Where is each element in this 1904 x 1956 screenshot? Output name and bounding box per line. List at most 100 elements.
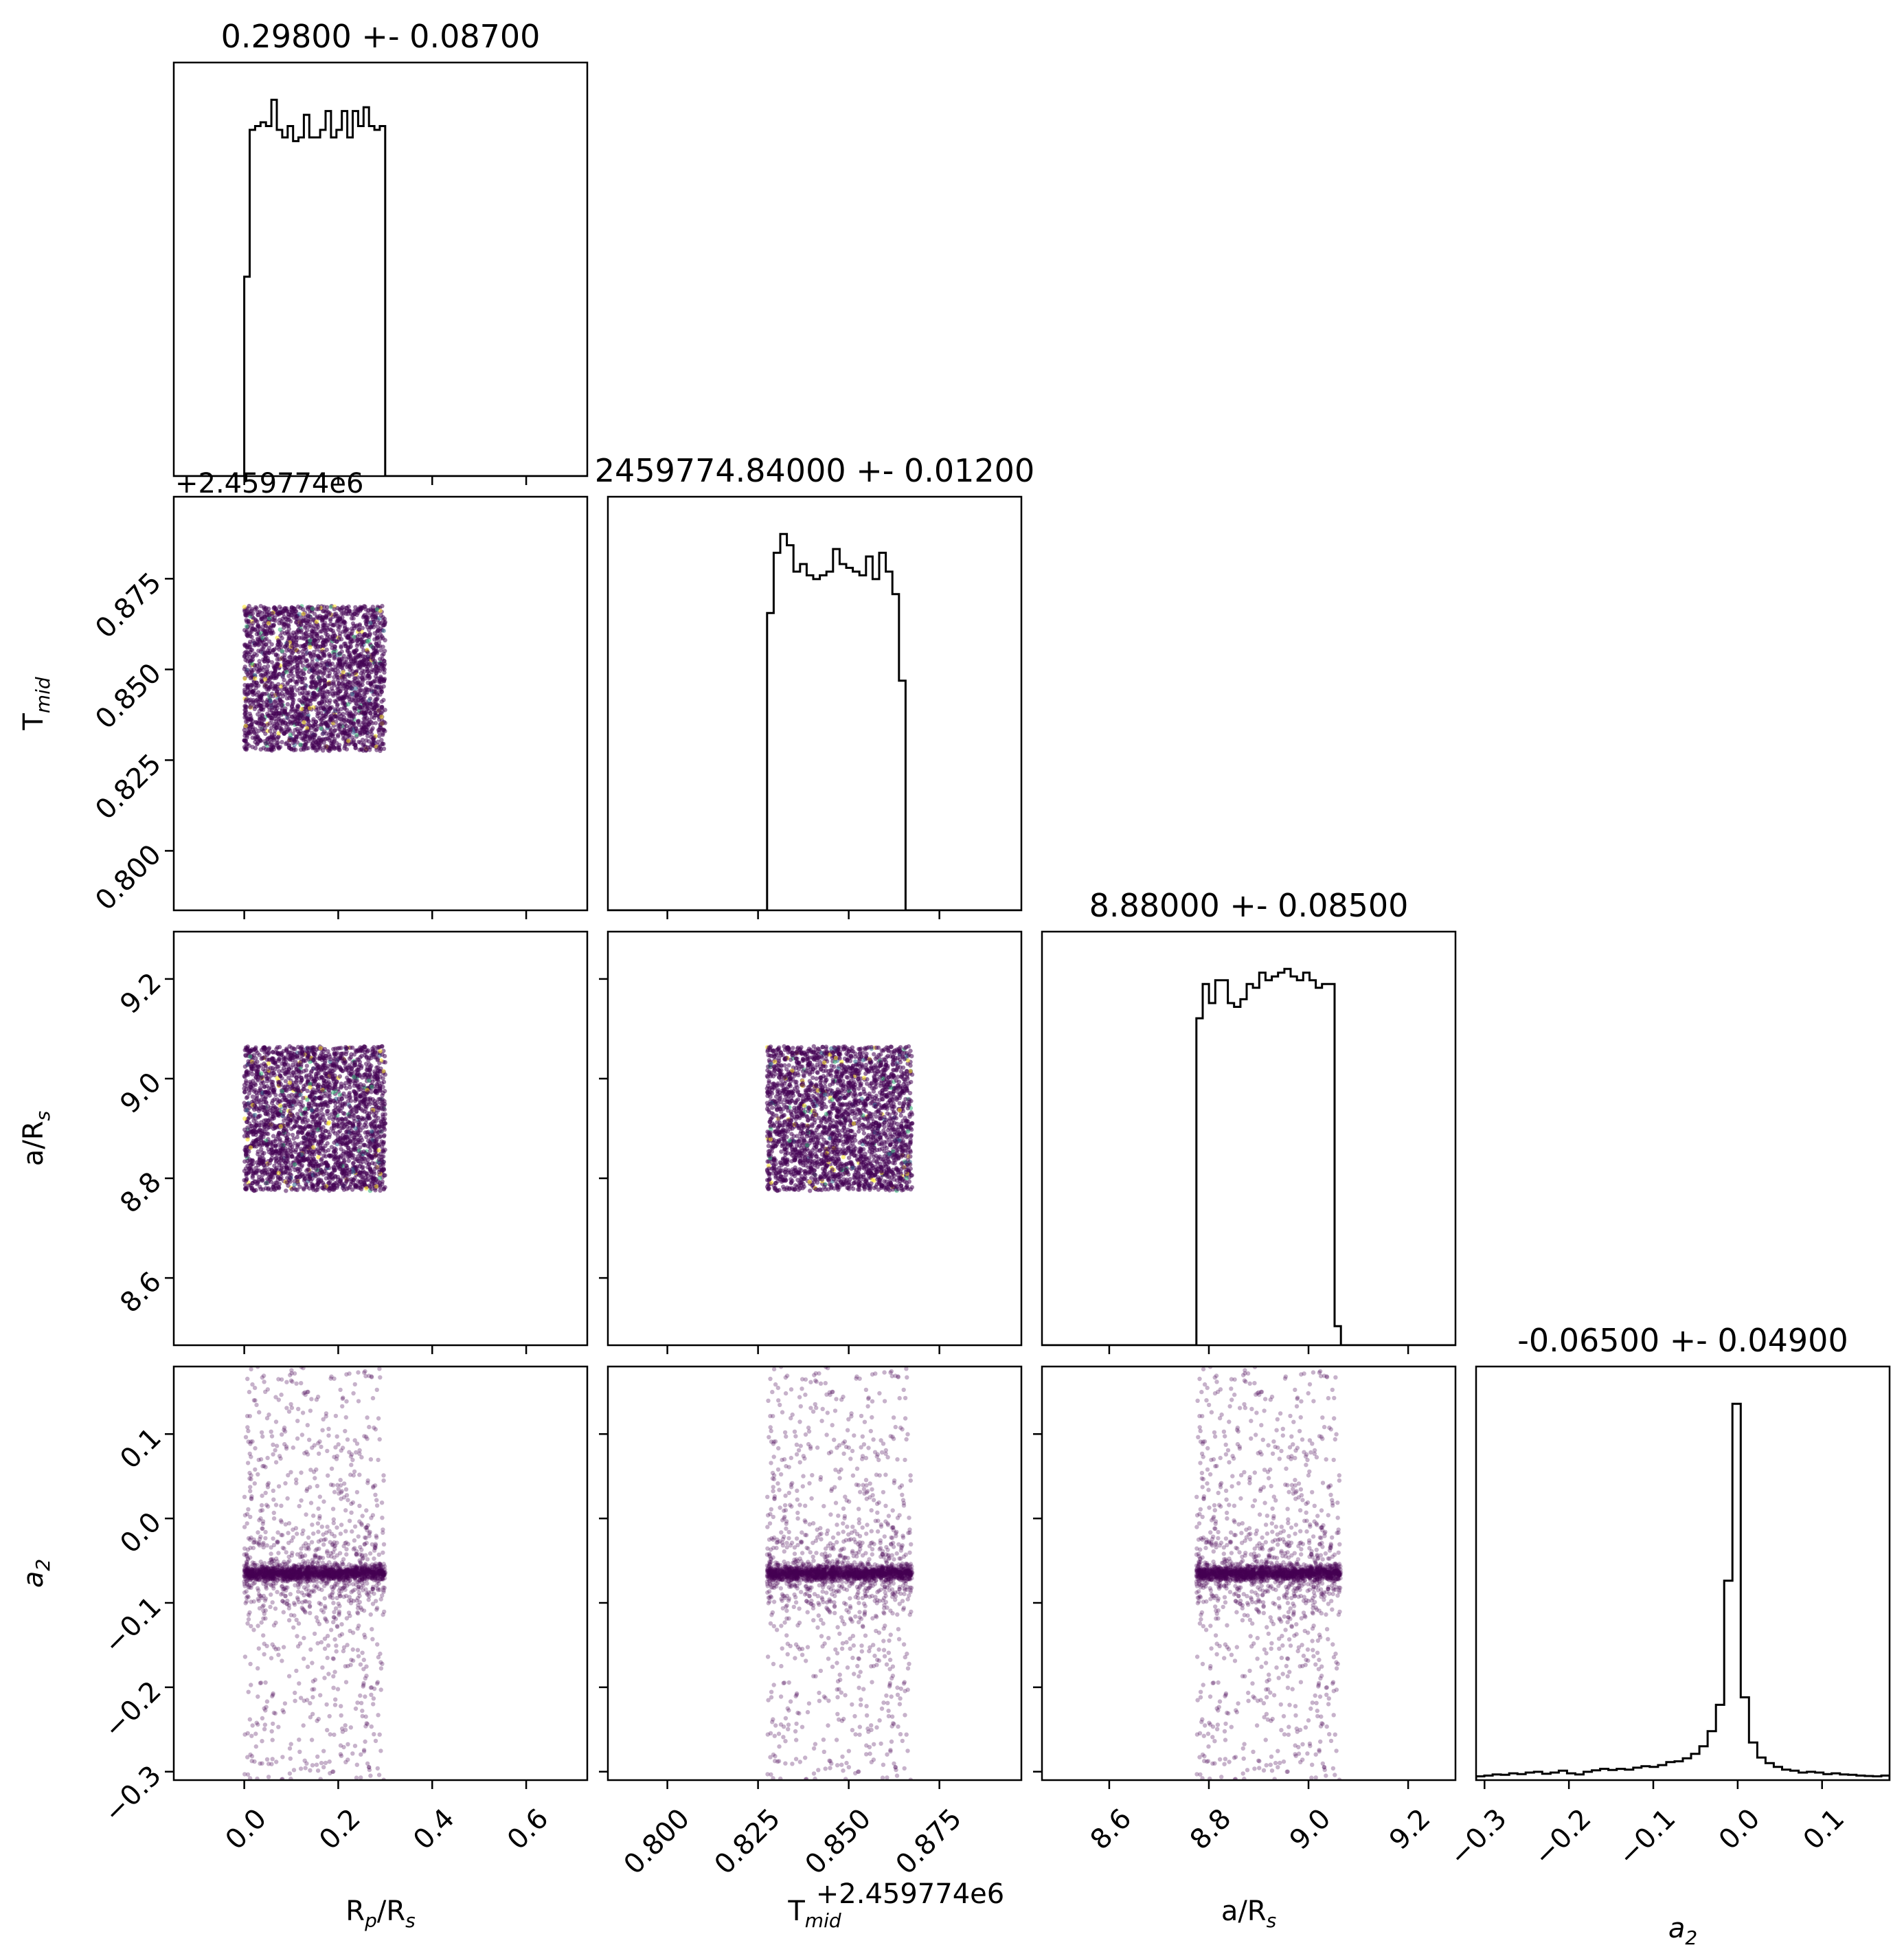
scatter-point	[245, 659, 250, 664]
scatter-point	[346, 739, 351, 743]
scatter-point	[332, 607, 337, 611]
scatter-point	[332, 675, 337, 679]
scatter-point	[343, 687, 349, 692]
scatter-point	[296, 649, 301, 655]
scatter-point	[375, 1065, 381, 1070]
scatter-point	[276, 700, 281, 706]
scatter-point	[328, 1057, 333, 1062]
scatter-point	[381, 1134, 387, 1139]
scatter-point	[330, 614, 336, 619]
scatter-point	[351, 1089, 356, 1094]
scatter-point	[248, 633, 253, 638]
scatter-point	[372, 620, 376, 625]
scatter-point	[247, 731, 253, 736]
scatter-point	[380, 603, 385, 609]
scatter-point	[322, 1094, 327, 1099]
scatter-point	[361, 692, 366, 697]
scatter-point	[267, 1046, 271, 1052]
scatter-point	[377, 734, 382, 739]
scatter-point	[267, 721, 272, 726]
scatter-point	[351, 1079, 356, 1083]
scatter-point	[269, 743, 274, 748]
scatter-point	[301, 607, 306, 612]
scatter-point	[263, 1064, 268, 1068]
scatter-point	[303, 1176, 308, 1182]
scatter-point	[268, 699, 273, 704]
scatter-point	[368, 1169, 373, 1174]
scatter-point	[339, 675, 345, 679]
scatter-point	[308, 1124, 313, 1129]
scatter-point	[380, 1107, 385, 1112]
scatter-point	[355, 664, 361, 668]
scatter-point	[273, 684, 277, 688]
scatter-point	[369, 707, 374, 712]
scatter-point	[325, 605, 330, 609]
scatter-point	[350, 1187, 355, 1192]
scatter-point	[310, 696, 315, 701]
scatter-point	[349, 1066, 354, 1072]
scatter-point	[273, 1143, 278, 1148]
scatter-point	[327, 1088, 332, 1093]
scatter-point	[256, 1069, 260, 1074]
scatter-point	[378, 1097, 383, 1101]
scatter-point	[311, 1081, 316, 1087]
scatter-point	[284, 741, 288, 747]
scatter-point	[301, 652, 306, 657]
scatter-point	[280, 1061, 284, 1066]
scatter-point	[303, 1106, 308, 1112]
scatter-point	[260, 708, 266, 712]
scatter-point	[251, 1169, 256, 1174]
scatter-point	[326, 709, 332, 714]
scatter-point	[344, 672, 350, 677]
scatter-point	[295, 604, 301, 609]
scatter-point	[251, 727, 256, 732]
scatter-point	[374, 1088, 378, 1093]
scatter-point	[299, 706, 304, 712]
scatter-point	[305, 1045, 310, 1050]
scatter-point	[267, 1077, 272, 1081]
scatter-point	[283, 644, 288, 649]
scatter-point	[331, 1046, 336, 1052]
scatter-point	[332, 1131, 338, 1136]
scatter-point	[257, 1053, 262, 1057]
scatter-point	[291, 666, 295, 671]
scatter-point	[375, 1057, 380, 1063]
scatter-point	[351, 1138, 356, 1143]
scatter-point	[286, 1156, 291, 1160]
scatter-point	[297, 1184, 302, 1189]
scatter-point	[305, 1097, 310, 1102]
scatter-point	[309, 1076, 315, 1081]
scatter-point	[329, 686, 334, 691]
scatter-point	[363, 1061, 369, 1066]
scatter-point	[322, 677, 328, 683]
scatter-point	[348, 1094, 353, 1100]
scatter-point	[299, 636, 304, 640]
scatter-point	[306, 618, 310, 624]
scatter-point	[282, 653, 287, 657]
scatter-point	[310, 680, 315, 685]
scatter-point	[311, 649, 317, 655]
scatter-point	[352, 721, 356, 727]
scatter-point	[324, 1109, 330, 1114]
scatter-point	[310, 1066, 316, 1071]
scatter-point	[354, 648, 359, 653]
scatter-point	[290, 657, 295, 663]
scatter-point	[308, 651, 313, 656]
scatter-point	[253, 605, 258, 610]
scatter-point	[335, 1137, 340, 1143]
scatter-point	[328, 605, 333, 609]
scatter-point	[283, 1079, 288, 1083]
scatter-point	[254, 680, 259, 685]
scatter-point	[242, 676, 247, 681]
scatter-point	[316, 1155, 321, 1160]
scatter-point	[383, 1088, 387, 1094]
scatter-point	[284, 1057, 288, 1061]
scatter-point	[365, 669, 370, 674]
scatter-point	[376, 730, 382, 735]
scatter-point	[258, 649, 263, 654]
scatter-point	[264, 632, 269, 637]
scatter-point	[298, 742, 303, 747]
scatter-point	[249, 627, 254, 632]
scatter-point	[273, 713, 277, 719]
scatter-point	[350, 662, 356, 667]
